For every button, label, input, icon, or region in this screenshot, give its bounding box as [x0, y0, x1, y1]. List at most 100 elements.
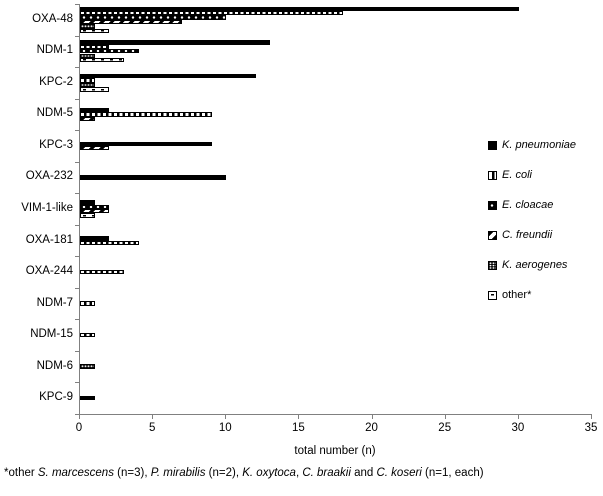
y-axis-tick — [75, 67, 79, 69]
bar-NDM-7-ec — [80, 301, 95, 306]
x-axis-tick — [444, 415, 446, 419]
legend-marker-icon — [488, 230, 497, 240]
bar-VIM-1-like-cf — [80, 209, 110, 214]
x-axis-tick — [79, 415, 80, 419]
legend-item: C. freundii — [488, 229, 552, 241]
footnote-segment: C. braakii — [302, 467, 351, 479]
legend-label: K. pneumoniae — [502, 139, 576, 151]
bar-KPC-9-kp — [80, 396, 95, 401]
footnote-segment: , — [295, 467, 303, 479]
x-axis-tick — [591, 415, 592, 419]
bar-NDM-5-cf — [80, 116, 95, 121]
x-tick-label: 30 — [511, 422, 525, 434]
legend-item: K. pneumoniae — [488, 139, 576, 151]
y-axis-tick — [75, 130, 79, 132]
footnote-segment: K. oxytoca — [242, 467, 296, 479]
bar-OXA-48-ec — [80, 10, 344, 16]
x-tick-label: 35 — [584, 422, 598, 434]
bar-OXA-181-kp — [80, 236, 110, 241]
y-axis-line — [79, 4, 80, 415]
footnote-segment: S. marcescens — [37, 467, 114, 479]
legend-label: E. cloacae — [502, 199, 554, 211]
legend-item: K. aerogenes — [488, 259, 567, 271]
legend-marker-icon — [488, 260, 497, 270]
category-label: KPC-9 — [39, 391, 73, 404]
legend-marker-icon — [488, 200, 497, 210]
footnote-segment: (n=3), — [113, 467, 151, 479]
footnote: *other S. marcescens (n=3), P. mirabilis… — [4, 467, 484, 479]
legend-marker-icon — [488, 140, 497, 150]
bar-KPC-3-kp — [80, 141, 212, 146]
x-tick-label: 5 — [148, 422, 156, 434]
legend-label: other* — [502, 289, 532, 301]
x-axis-title: total number (n) — [294, 445, 376, 457]
bar-NDM-1-other — [80, 57, 124, 63]
bar-NDM-1-ka — [80, 53, 95, 58]
legend-label: E. coli — [502, 169, 532, 181]
legend-item: other* — [488, 289, 531, 301]
y-axis-tick — [75, 35, 79, 37]
category-label: KPC-2 — [39, 75, 73, 88]
y-axis-tick — [75, 256, 79, 258]
y-axis-tick — [75, 98, 79, 100]
y-axis-tick — [75, 382, 79, 384]
category-label: KPC-3 — [39, 138, 73, 151]
y-axis-tick — [75, 319, 79, 321]
footnote-segment: P. mirabilis — [150, 467, 206, 479]
category-label: NDM-15 — [30, 328, 73, 341]
footnote-segment: C. koseri — [376, 467, 422, 479]
bar-OXA-48-other — [80, 28, 110, 33]
bar-KPC-2-ec — [80, 78, 95, 83]
y-axis-tick — [75, 350, 79, 352]
x-tick-label: 25 — [438, 422, 452, 434]
x-tick-label: 15 — [292, 422, 305, 434]
bar-NDM-6-ka — [80, 364, 95, 369]
bar-VIM-1-like-ecl — [80, 204, 110, 209]
legend-marker-icon — [488, 290, 497, 300]
category-label: OXA-244 — [25, 265, 73, 278]
bar-VIM-1-like-kp — [80, 200, 95, 205]
x-tick-label: 10 — [218, 422, 232, 434]
category-label: OXA-232 — [25, 170, 73, 183]
x-tick-label: 20 — [365, 422, 378, 434]
bar-OXA-48-ka — [80, 24, 95, 29]
legend-item: E. coli — [488, 169, 532, 181]
x-axis-tick — [298, 415, 300, 419]
bar-KPC-2-kp — [80, 74, 256, 79]
bar-KPC-2-ka — [80, 82, 95, 88]
x-axis-tick — [225, 415, 227, 419]
y-axis-tick — [75, 224, 79, 226]
x-axis-line — [79, 414, 592, 415]
category-label: OXA-48 — [32, 12, 73, 25]
bar-VIM-1-like-other — [80, 213, 95, 218]
bar-KPC-3-cf — [80, 145, 110, 151]
bar-NDM-1-ec — [80, 44, 110, 50]
bar-NDM-5-kp — [80, 107, 110, 113]
footnote-segment: (n=2), — [205, 467, 243, 479]
bar-OXA-181-ec — [80, 240, 139, 245]
category-label: NDM-5 — [36, 107, 73, 120]
x-tick-label: 0 — [75, 422, 83, 434]
bar-KPC-2-other — [80, 87, 110, 92]
y-axis-tick — [75, 287, 79, 289]
x-axis-tick — [152, 415, 154, 419]
bar-OXA-244-ec — [80, 269, 124, 275]
footnote-segment: and — [350, 467, 377, 479]
category-label: VIM-1-like — [21, 202, 73, 214]
y-axis-tick — [75, 414, 79, 415]
x-axis-tick — [371, 415, 373, 419]
footnote-segment: (n=1, each) — [421, 467, 484, 479]
y-axis-tick — [75, 4, 79, 5]
legend-marker-icon — [488, 170, 497, 180]
bar-NDM-1-ecl — [80, 49, 139, 54]
x-axis-tick — [517, 415, 519, 419]
bar-NDM-5-ec — [80, 112, 212, 117]
y-axis-tick — [75, 161, 79, 163]
category-label: NDM-6 — [36, 359, 73, 372]
bar-OXA-48-ecl — [80, 15, 227, 20]
category-label: NDM-7 — [36, 296, 73, 309]
legend-label: K. aerogenes — [502, 259, 568, 271]
y-axis-tick — [75, 193, 79, 195]
legend-label: C. freundii — [502, 229, 553, 241]
